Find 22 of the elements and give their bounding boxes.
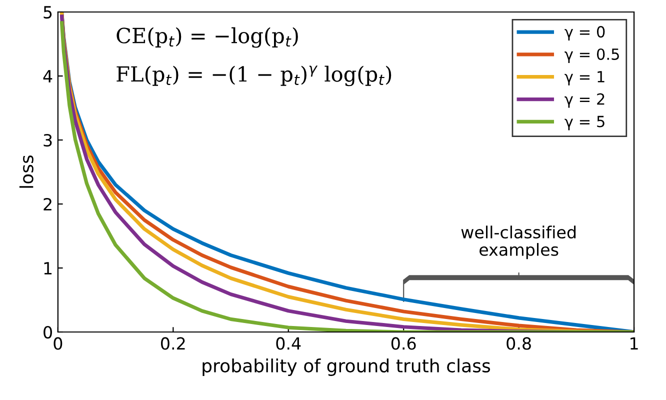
text: FL(p$_{t}$) = −(1 − p$_{t}$)$^{γ}$ log(p$_{t}$) xyxy=(116,66,392,86)
legend-label: γ = 5 xyxy=(564,116,604,130)
y-tick-label: 5 xyxy=(44,6,52,19)
x-axis-title: probability of ground truth class xyxy=(202,358,490,376)
legend-label: γ = 0.5 xyxy=(564,48,619,63)
x-tick-label: 0 xyxy=(54,337,62,350)
annotation: CE(p$_{t}$) = −log(p$_{t}$) xyxy=(116,27,298,48)
x-tick-label: 0.2 xyxy=(161,337,185,350)
x-tick-label: 0.8 xyxy=(506,337,531,350)
annotation: well-classified examples xyxy=(461,226,576,260)
x-tick-label: 1 xyxy=(630,337,638,350)
x-tick-label: 0.6 xyxy=(391,337,416,350)
x-tick-label: 0.4 xyxy=(276,337,301,350)
y-axis-title: loss xyxy=(19,155,34,188)
y-tick-label: 3 xyxy=(44,134,52,147)
y-tick-label: 0 xyxy=(44,326,52,339)
y-tick-label: 2 xyxy=(44,198,52,210)
y-tick-label: 1 xyxy=(44,262,52,274)
legend-label: γ = 2 xyxy=(564,93,604,108)
legend-label: γ = 1 xyxy=(564,71,604,86)
y-tick-label: 4 xyxy=(43,70,52,82)
legend-label: γ = 0 xyxy=(564,26,605,41)
